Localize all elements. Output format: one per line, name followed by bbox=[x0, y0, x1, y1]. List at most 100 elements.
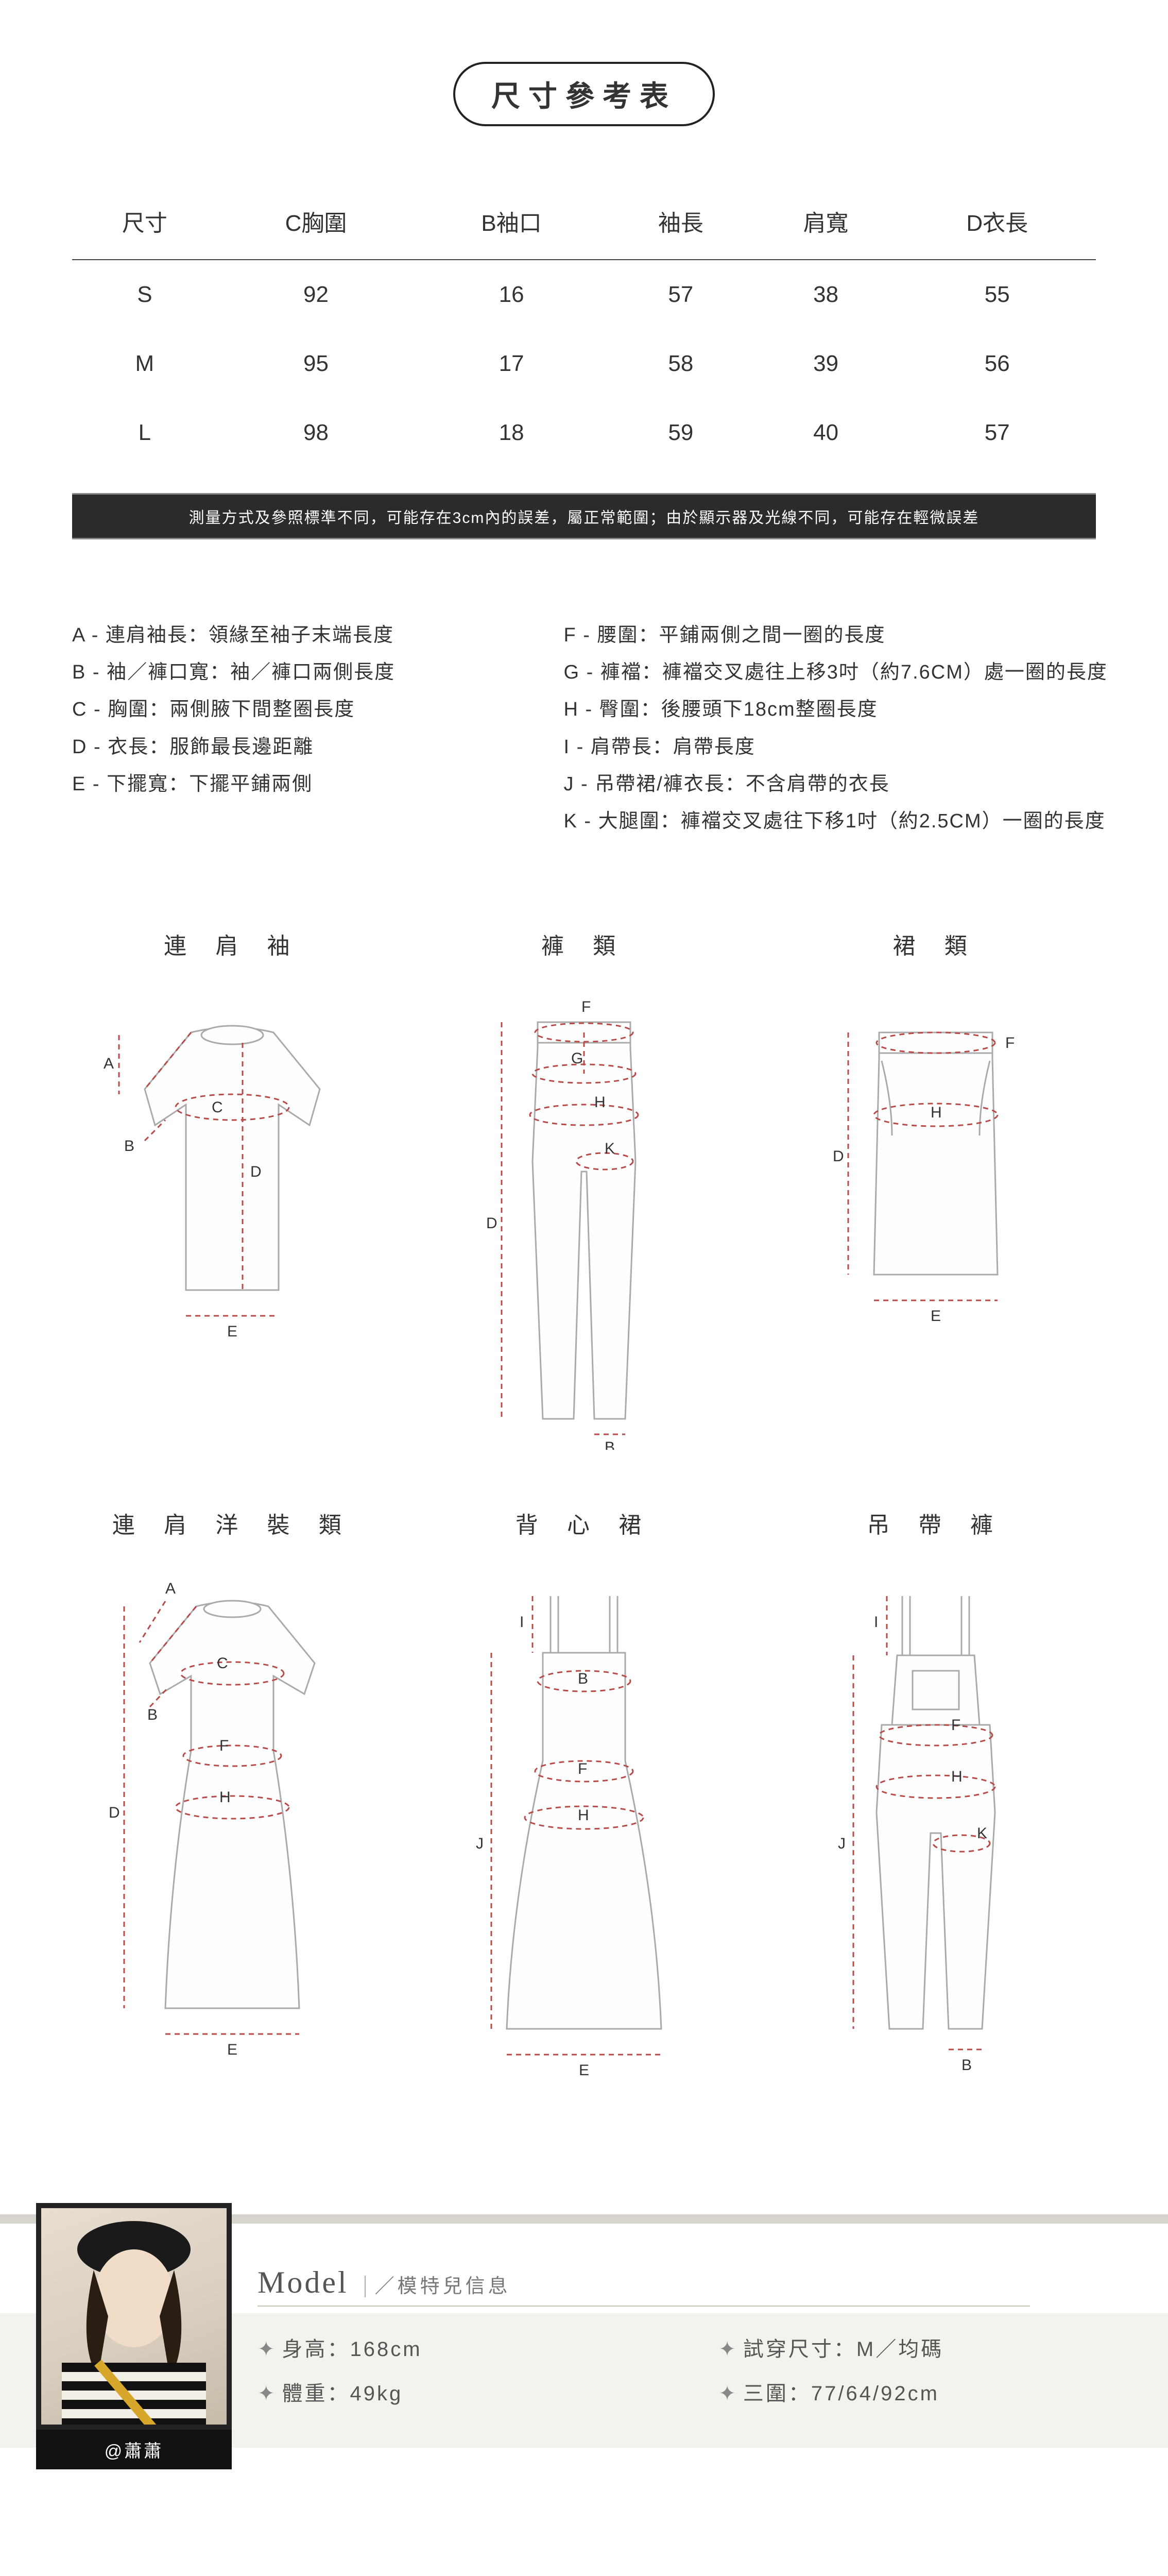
cell: 57 bbox=[898, 398, 1096, 467]
diagram-title: 背 心 裙 bbox=[424, 1506, 745, 1539]
diagram-camisole-dress: 背 心 裙 I B F H bbox=[424, 1506, 745, 2080]
cell: 55 bbox=[898, 260, 1096, 329]
svg-text:E: E bbox=[931, 1308, 941, 1325]
legend-item: C - 胸圍：兩側腋下間整圈長度 bbox=[72, 691, 543, 728]
model-heading-en: Model bbox=[257, 2265, 349, 2299]
legend-item: K - 大腿圍：褲襠交叉處往下移1吋（約2.5CM）一圈的長度 bbox=[563, 803, 1117, 840]
legend-item: E - 下擺寬：下擺平鋪兩側 bbox=[72, 766, 543, 803]
camidress-svg: I B F H J E bbox=[440, 1565, 728, 2080]
svg-text:J: J bbox=[476, 1835, 484, 1852]
diagrams-grid: 連 肩 袖 C A B D E bbox=[72, 927, 1096, 2080]
svg-text:D: D bbox=[109, 1804, 120, 1821]
svg-text:F: F bbox=[581, 998, 591, 1015]
cell: 59 bbox=[608, 398, 753, 467]
cell: 40 bbox=[753, 398, 899, 467]
cell: 39 bbox=[753, 329, 899, 398]
diagram-skirt: 裙 類 F H D E bbox=[775, 927, 1096, 1450]
svg-text:A: A bbox=[104, 1055, 114, 1072]
skirt-svg: F H D E bbox=[792, 986, 1080, 1347]
svg-text:H: H bbox=[951, 1768, 963, 1785]
table-row: L 98 18 59 40 57 bbox=[72, 398, 1096, 467]
cell: S bbox=[72, 260, 217, 329]
diagram-dress: 連 肩 洋 裝 類 A B C F H bbox=[72, 1506, 393, 2080]
legend-item: B - 袖／褲口寬：袖／褲口兩側長度 bbox=[72, 654, 543, 691]
diagram-title: 褲 類 bbox=[424, 927, 745, 960]
svg-text:E: E bbox=[227, 1323, 237, 1340]
tshirt-svg: C A B D E bbox=[88, 986, 376, 1347]
size-col-1: C胸圍 bbox=[217, 183, 415, 260]
cell: 58 bbox=[608, 329, 753, 398]
title-container: 尺寸參考表 bbox=[72, 62, 1096, 126]
dress-svg: A B C F H D E bbox=[88, 1565, 376, 2060]
legend-item: G - 褲襠：褲襠交叉處往上移3吋（約7.6CM）處一圈的長度 bbox=[563, 654, 1117, 691]
svg-text:C: C bbox=[212, 1099, 223, 1116]
table-row: M 95 17 58 39 56 bbox=[72, 329, 1096, 398]
legend-right-col: F - 腰圍：平鋪兩側之間一圈的長度 G - 褲襠：褲襠交叉處往上移3吋（約7.… bbox=[563, 617, 1117, 840]
measurement-legend: A - 連肩袖長：領緣至袖子末端長度 B - 袖／褲口寬：袖／褲口兩側長度 C … bbox=[72, 617, 1096, 840]
legend-item: F - 腰圍：平鋪兩側之間一圈的長度 bbox=[563, 617, 1117, 654]
svg-text:E: E bbox=[227, 2041, 237, 2058]
heading-underline bbox=[257, 2306, 1030, 2307]
diagram-pants: 褲 類 F G H K D bbox=[424, 927, 745, 1450]
pants-svg: F G H K D B bbox=[440, 986, 728, 1450]
svg-text:H: H bbox=[219, 1789, 231, 1806]
svg-text:B: B bbox=[605, 1439, 615, 1450]
size-table: 尺寸 C胸圍 B袖口 袖長 肩寬 D衣長 S 92 16 57 38 55 M … bbox=[72, 183, 1096, 467]
cell: 98 bbox=[217, 398, 415, 467]
svg-text:C: C bbox=[217, 1655, 228, 1672]
svg-text:B: B bbox=[147, 1706, 158, 1723]
svg-text:H: H bbox=[931, 1104, 942, 1121]
size-col-4: 肩寬 bbox=[753, 183, 899, 260]
svg-text:B: B bbox=[124, 1138, 134, 1155]
cell: 95 bbox=[217, 329, 415, 398]
svg-text:F: F bbox=[219, 1737, 229, 1754]
model-photo bbox=[36, 2203, 232, 2430]
cell: L bbox=[72, 398, 217, 467]
cell: 17 bbox=[415, 329, 608, 398]
svg-text:K: K bbox=[977, 1825, 987, 1842]
diagram-title: 裙 類 bbox=[775, 927, 1096, 960]
size-col-2: B袖口 bbox=[415, 183, 608, 260]
svg-text:D: D bbox=[833, 1148, 844, 1165]
legend-item: J - 吊帶裙/褲衣長：不含肩帶的衣長 bbox=[563, 766, 1117, 803]
model-info-section: @蕭蕭 Model ／模特兒信息 ✦身高：168cm ✦試穿尺寸：M／均碼 ✦體… bbox=[0, 2214, 1168, 2448]
svg-text:G: G bbox=[571, 1050, 583, 1067]
legend-item: H - 臀圍：後腰頭下18cm整圈長度 bbox=[563, 691, 1117, 728]
cell: 57 bbox=[608, 260, 753, 329]
diagram-title: 連 肩 洋 裝 類 bbox=[72, 1506, 393, 1539]
page-title: 尺寸參考表 bbox=[453, 62, 715, 126]
stat-weight: ✦體重：49kg bbox=[257, 2377, 626, 2406]
svg-text:F: F bbox=[1005, 1035, 1015, 1052]
diagram-tshirt: 連 肩 袖 C A B D E bbox=[72, 927, 393, 1450]
legend-left-col: A - 連肩袖長：領緣至袖子末端長度 B - 袖／褲口寬：袖／褲口兩側長度 C … bbox=[72, 617, 543, 840]
table-row: S 92 16 57 38 55 bbox=[72, 260, 1096, 329]
size-col-5: D衣長 bbox=[898, 183, 1096, 260]
svg-text:H: H bbox=[578, 1807, 589, 1824]
cell: M bbox=[72, 329, 217, 398]
diagram-title: 連 肩 袖 bbox=[72, 927, 393, 960]
cell: 56 bbox=[898, 329, 1096, 398]
diagram-overalls: 吊 帶 褲 I F H bbox=[775, 1506, 1096, 2080]
model-heading-zh: ／模特兒信息 bbox=[365, 2276, 511, 2297]
svg-text:J: J bbox=[838, 1835, 846, 1852]
diagram-title: 吊 帶 褲 bbox=[775, 1506, 1096, 1539]
stat-trysize: ✦試穿尺寸：M／均碼 bbox=[718, 2332, 1147, 2362]
svg-text:I: I bbox=[520, 1614, 524, 1631]
svg-text:K: K bbox=[605, 1140, 615, 1157]
svg-text:B: B bbox=[961, 2057, 972, 2074]
svg-text:A: A bbox=[165, 1580, 176, 1597]
legend-item: I - 肩帶長：肩帶長度 bbox=[563, 728, 1117, 766]
overalls-svg: I F H K J B bbox=[792, 1565, 1080, 2080]
model-heading: Model ／模特兒信息 bbox=[257, 2265, 1147, 2300]
size-col-3: 袖長 bbox=[608, 183, 753, 260]
disclaimer-bar: 測量方式及參照標準不同，可能存在3cm內的誤差，屬正常範圍；由於顯示器及光線不同… bbox=[72, 493, 1096, 539]
svg-text:I: I bbox=[874, 1614, 878, 1631]
svg-text:H: H bbox=[594, 1094, 606, 1111]
cell: 16 bbox=[415, 260, 608, 329]
svg-text:F: F bbox=[578, 1760, 587, 1777]
svg-text:D: D bbox=[486, 1215, 497, 1232]
cell: 18 bbox=[415, 398, 608, 467]
stat-height: ✦身高：168cm bbox=[257, 2332, 626, 2362]
legend-item: A - 連肩袖長：領緣至袖子末端長度 bbox=[72, 617, 543, 654]
svg-text:E: E bbox=[579, 2062, 589, 2079]
